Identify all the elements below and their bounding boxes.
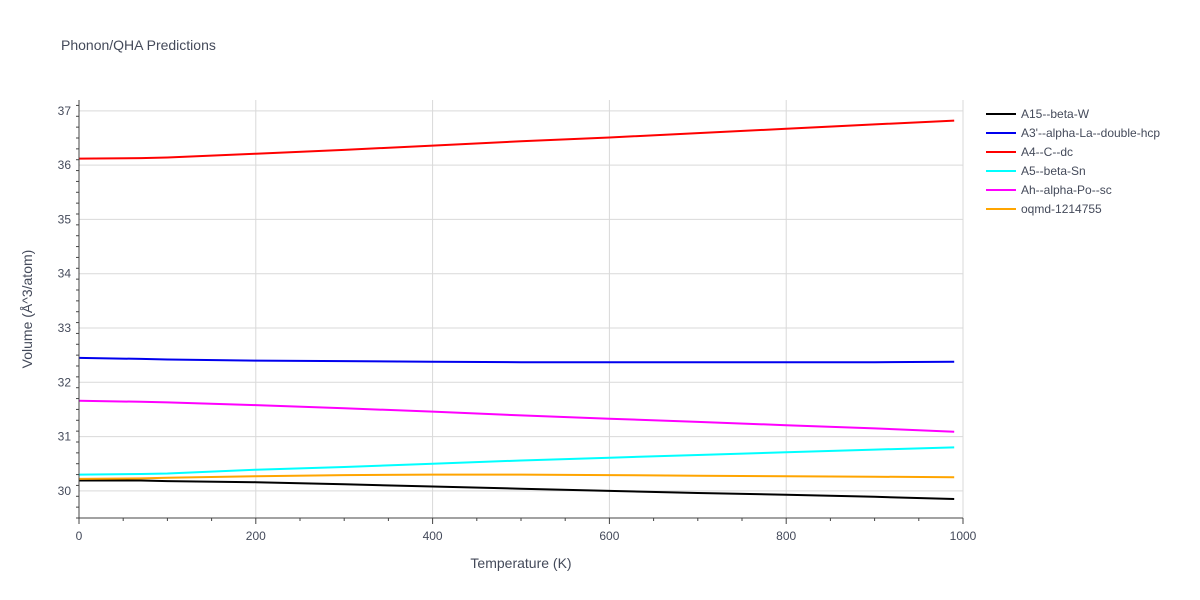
legend-item[interactable]: oqmd-1214755 xyxy=(986,202,1102,216)
y-tick-label: 33 xyxy=(58,321,72,335)
x-tick-label: 600 xyxy=(599,529,619,543)
grid xyxy=(79,100,964,518)
y-axis-title: Volume (Å^3/atom) xyxy=(19,250,35,369)
x-tick-label: 800 xyxy=(776,529,796,543)
series-line-0 xyxy=(79,479,955,500)
legend-label: A3'--alpha-La--double-hcp xyxy=(1021,126,1160,140)
series-lines xyxy=(78,119,955,500)
y-tick-label: 36 xyxy=(58,158,72,172)
series-line-4 xyxy=(78,399,955,433)
legend-label: A15--beta-W xyxy=(1021,107,1090,121)
legend-label: A4--C--dc xyxy=(1021,145,1073,159)
axes xyxy=(76,100,964,524)
legend-label: A5--beta-Sn xyxy=(1021,164,1086,178)
x-tick-label: 200 xyxy=(246,529,266,543)
y-tick-label: 30 xyxy=(58,484,72,498)
legend-item[interactable]: A15--beta-W xyxy=(986,107,1090,121)
series-line-3 xyxy=(78,446,955,476)
x-axis-title: Temperature (K) xyxy=(470,555,571,571)
legend-item[interactable]: Ah--alpha-Po--sc xyxy=(986,183,1112,197)
legend[interactable]: A15--beta-W A3'--alpha-La--double-hcp A4--… xyxy=(986,107,1160,216)
legend-item[interactable]: A5--beta-Sn xyxy=(986,164,1086,178)
y-tick-label: 31 xyxy=(58,430,72,444)
series-line-5 xyxy=(78,473,955,480)
x-tick-label: 400 xyxy=(423,529,443,543)
y-tick-label: 34 xyxy=(58,267,72,281)
legend-label: Ah--alpha-Po--sc xyxy=(1021,183,1112,197)
series-line-1 xyxy=(78,356,955,364)
legend-item[interactable]: A3'--alpha-La--double-hcp xyxy=(986,126,1160,140)
chart-title: Phonon/QHA Predictions xyxy=(61,37,216,53)
tick-labels: 0 200 400 600 800 1000 30 31 32 33 34 35 36 37 xyxy=(58,104,977,543)
y-tick-label: 37 xyxy=(58,104,72,118)
legend-item[interactable]: A4--C--dc xyxy=(986,145,1073,159)
y-tick-label: 32 xyxy=(58,375,72,389)
legend-label: oqmd-1214755 xyxy=(1021,202,1102,216)
y-tick-label: 35 xyxy=(58,212,72,226)
series-line-2 xyxy=(78,119,955,160)
x-tick-label: 1000 xyxy=(950,529,977,543)
x-tick-label: 0 xyxy=(76,529,83,543)
